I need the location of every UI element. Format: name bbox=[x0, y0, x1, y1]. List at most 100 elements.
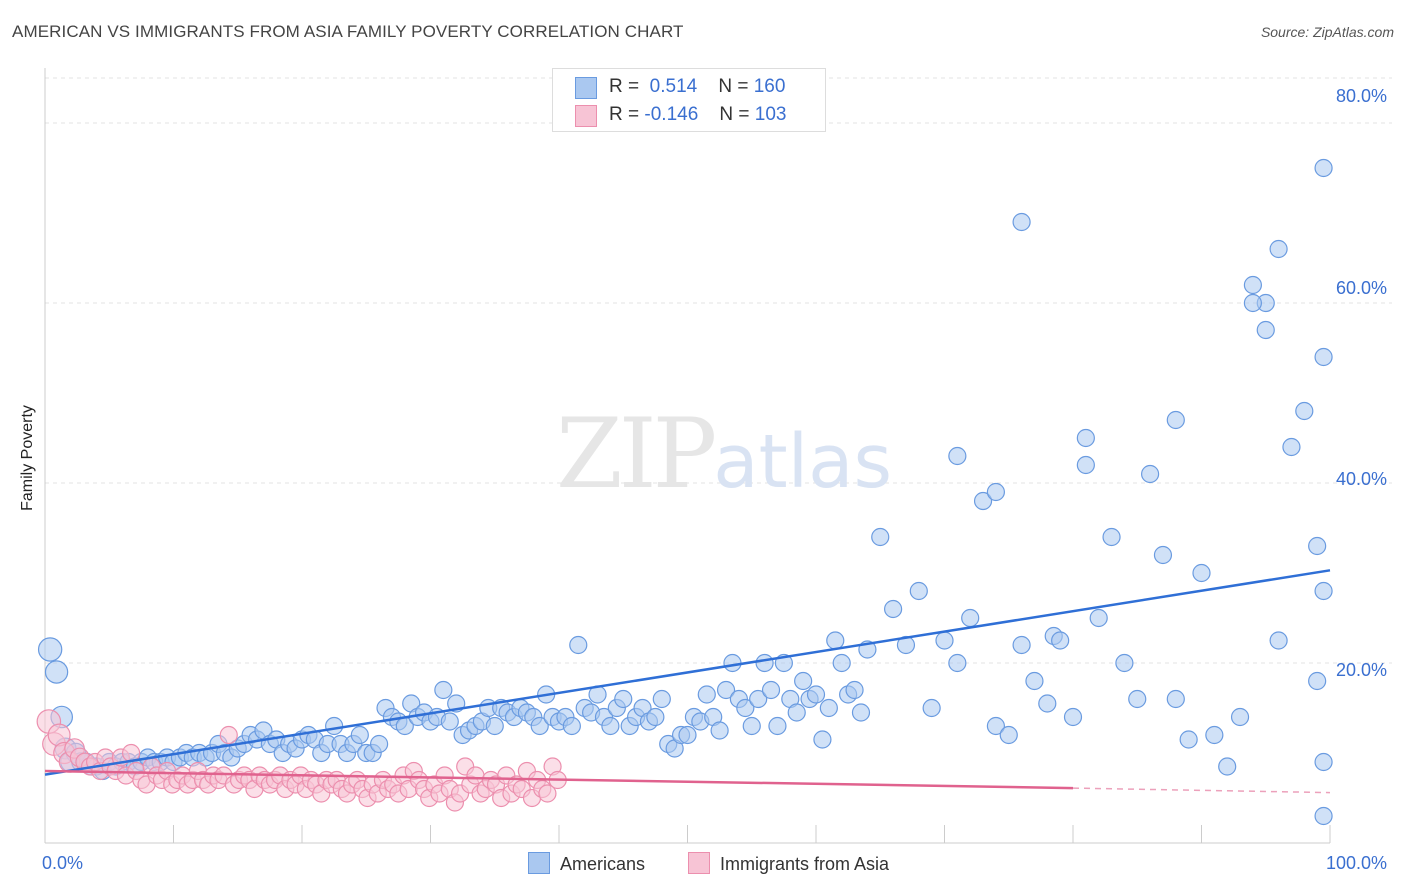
americans-trend-line bbox=[44, 569, 1331, 776]
y-tick-label-20: 20.0% bbox=[1336, 660, 1388, 680]
legend-n-label: N = bbox=[718, 76, 749, 97]
americans-point bbox=[1140, 464, 1160, 484]
americans-point bbox=[1179, 730, 1198, 749]
immigrants-point bbox=[219, 725, 238, 745]
americans-point bbox=[1166, 689, 1185, 709]
americans-point bbox=[440, 712, 459, 731]
americans-point bbox=[678, 725, 697, 745]
americans-point bbox=[1102, 527, 1121, 547]
chart-title: AMERICAN VS IMMIGRANTS FROM ASIA FAMILY … bbox=[12, 22, 684, 41]
immigrants-trend-extension bbox=[1072, 787, 1331, 794]
americans-point bbox=[1205, 725, 1224, 745]
americans-point bbox=[768, 716, 787, 736]
legend-n-label: N = bbox=[719, 104, 750, 125]
americans-point bbox=[948, 653, 967, 673]
y-axis-label: Family Poverty bbox=[19, 405, 36, 511]
americans-point bbox=[1308, 671, 1327, 691]
americans-point bbox=[787, 703, 806, 722]
americans-point bbox=[1314, 581, 1333, 601]
bottom-legend-americans: Americans bbox=[528, 852, 645, 875]
americans-point bbox=[851, 703, 871, 722]
immigrants-trend-line bbox=[44, 769, 1074, 790]
americans-point bbox=[1076, 455, 1095, 475]
y-tick-label-40: 40.0% bbox=[1336, 469, 1388, 489]
americans-legend-label: Americans bbox=[560, 854, 646, 874]
americans-point bbox=[973, 491, 993, 511]
americans-point bbox=[434, 680, 453, 700]
americans-point bbox=[832, 653, 851, 673]
americans-point bbox=[37, 637, 63, 662]
americans-point bbox=[350, 725, 369, 745]
americans-point bbox=[716, 680, 736, 700]
correlation-legend: R = 0.514 N = 160 R = -0.146 N = 103 bbox=[552, 68, 826, 132]
americans-point bbox=[1012, 635, 1031, 655]
y-tick-label-80: 80.0% bbox=[1336, 86, 1388, 106]
americans-point bbox=[1218, 757, 1237, 776]
americans-point bbox=[1192, 563, 1211, 583]
legend-r-label: R = bbox=[609, 76, 640, 97]
legend-n-value: 103 bbox=[754, 104, 787, 125]
americans-point bbox=[562, 716, 581, 736]
americans-point bbox=[871, 527, 890, 547]
americans-point bbox=[736, 698, 755, 718]
immigrants-swatch bbox=[575, 105, 597, 127]
americans-point bbox=[1051, 631, 1070, 650]
americans-point bbox=[1243, 293, 1263, 313]
bottom-legend-immigrants: Immigrants from Asia bbox=[688, 852, 889, 875]
americans-point bbox=[1089, 608, 1108, 628]
americans-point bbox=[794, 671, 813, 691]
americans-point bbox=[1269, 631, 1288, 650]
americans-point bbox=[569, 635, 588, 655]
legend-n-value: 160 bbox=[753, 76, 786, 97]
americans-point bbox=[1076, 428, 1095, 448]
americans-point bbox=[1314, 158, 1333, 178]
americans-point bbox=[1025, 671, 1044, 691]
americans-point bbox=[1269, 239, 1288, 259]
americans-point bbox=[1295, 401, 1314, 421]
americans-point bbox=[1230, 707, 1250, 727]
americans-point bbox=[325, 716, 344, 736]
americans-point bbox=[1314, 806, 1333, 826]
americans-point bbox=[845, 680, 864, 700]
americans-point bbox=[883, 599, 903, 619]
americans-point bbox=[755, 653, 774, 673]
americans-point bbox=[1282, 437, 1301, 457]
americans-point bbox=[1243, 275, 1263, 295]
americans-point bbox=[986, 716, 1006, 736]
immigrants-point bbox=[538, 784, 557, 803]
americans-point bbox=[1115, 653, 1134, 673]
chart-source: Source: ZipAtlas.com bbox=[1260, 24, 1394, 40]
americans-point bbox=[961, 608, 980, 628]
americans-point bbox=[1038, 694, 1057, 713]
americans-point bbox=[826, 631, 845, 650]
americans-point bbox=[813, 730, 832, 749]
x-tick-label-0: 0.0% bbox=[42, 853, 84, 873]
americans-point bbox=[601, 716, 620, 736]
y-tick-label-60: 60.0% bbox=[1336, 278, 1388, 298]
americans-point bbox=[761, 680, 781, 700]
americans-point bbox=[1153, 545, 1173, 565]
americans-point bbox=[742, 716, 761, 736]
immigrants-legend-label: Immigrants from Asia bbox=[720, 854, 890, 874]
americans-point bbox=[1063, 707, 1083, 727]
x-tick-label-100: 100.0% bbox=[1326, 853, 1388, 873]
americans-point bbox=[819, 698, 838, 718]
americans-point bbox=[1314, 347, 1333, 367]
americans-point bbox=[1128, 689, 1147, 709]
americans-point bbox=[806, 685, 826, 704]
watermark: ZIPatlas bbox=[556, 398, 893, 510]
americans-point bbox=[986, 482, 1006, 502]
americans-point bbox=[723, 653, 742, 673]
americans-point bbox=[922, 698, 941, 718]
americans-point bbox=[1012, 212, 1031, 232]
americans-point bbox=[948, 446, 967, 466]
americans-point bbox=[646, 707, 665, 727]
americans-point bbox=[370, 734, 389, 754]
americans-point bbox=[485, 716, 504, 736]
americans-point bbox=[935, 631, 954, 650]
americans-swatch bbox=[575, 77, 597, 99]
americans-point bbox=[1256, 320, 1275, 340]
americans-point bbox=[909, 581, 928, 601]
legend-r-label: R = bbox=[609, 104, 640, 125]
